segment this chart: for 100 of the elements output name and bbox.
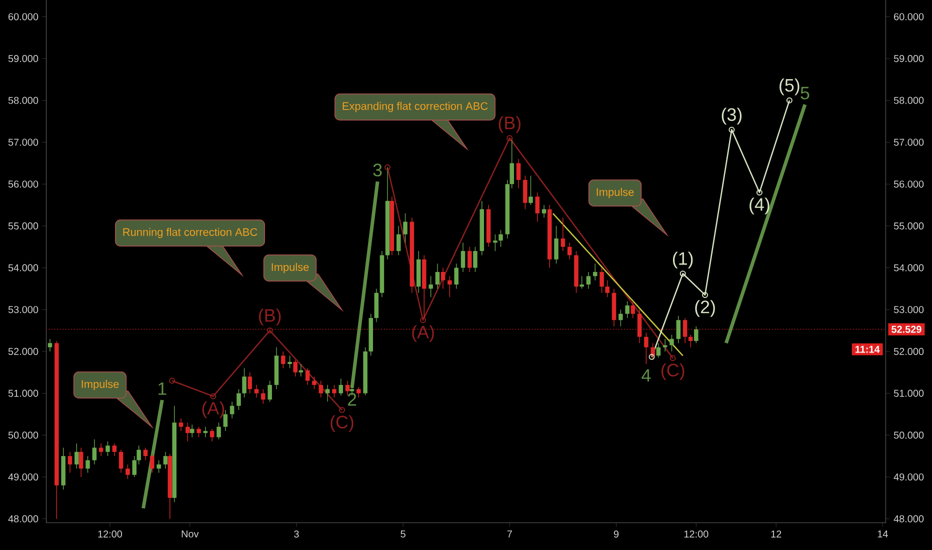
y2-tick-label: 53.000 [894,306,924,314]
y-tick-label: 57.000 [8,138,38,146]
y2-tick-label: 60.000 [894,13,924,20]
y-tick-label: 51.000 [8,390,38,397]
candlestick [554,226,558,264]
candlestick [78,447,84,478]
candlestick [236,388,241,410]
annotation: (C) [662,363,684,380]
y2-tick-label: 59.000 [894,55,924,62]
annotation: (2) [695,300,715,317]
candlestick [281,351,286,369]
candlestick [98,443,104,456]
y-tick-label: 55.000 [8,222,38,230]
y2-tick-label: 55.000 [894,222,924,230]
candlestick [248,372,252,394]
annotation: Impulse [272,262,309,274]
candlestick [493,234,498,252]
annotation: Impulse [82,380,119,390]
candlestick [516,158,521,189]
candlestick [435,263,440,290]
candlestick [261,388,266,404]
x-tick-label: 3 [294,530,299,538]
candlestick [694,326,698,344]
x-tick-label: 12:00 [98,530,122,538]
y-tick-label: 52.000 [8,348,38,355]
candlestick [454,263,458,290]
annotation: 1 [158,382,166,395]
candlestick [630,300,636,318]
candlestick [600,267,604,294]
annotation: 3 [373,164,382,176]
candlestick [473,246,478,272]
candlestick [118,449,124,474]
candlestick [48,338,52,352]
candlestick [580,276,584,290]
candlestick [356,386,361,398]
candlestick [318,380,324,398]
ref-line-label: 52.529 [892,326,922,333]
candlestick [106,441,110,456]
candlestick [143,447,148,461]
annotation: (1) [672,252,693,268]
candlestick [86,456,90,474]
candlestick [662,338,668,352]
candlestick [523,175,528,210]
x-tick-label: 5 [400,530,406,538]
y-tick-label: 58.000 [8,96,38,104]
candlestick [268,380,272,402]
x-tick-label: 7 [507,530,512,538]
annotation: 2 [348,393,356,406]
candlestick [560,217,566,252]
candlestick [186,422,190,442]
y-tick-label: 48.000 [8,515,38,522]
annotation: Running flat correction ABC [123,228,258,238]
y-tick-label: 53.000 [8,306,38,314]
x-tick-label: 12:00 [684,530,708,538]
y-tick-label: 54.000 [8,264,38,272]
y2-tick-label: 49.000 [894,473,924,480]
candlestick [136,445,141,465]
candlestick [210,428,214,442]
candlestick [68,452,72,474]
candlestick [92,438,97,465]
x-tick-label: 9 [614,530,619,538]
y2-tick-label: 56.000 [894,180,924,188]
candlestick [325,384,330,402]
candlestick [567,242,572,260]
candlestick [605,280,610,298]
y2-tick-label: 52.000 [894,348,924,355]
y2-tick-label: 51.000 [894,390,924,397]
x-tick-label: Nov [182,530,199,538]
annotation: (C) [330,415,354,432]
x-tick-label: 14 [878,530,888,538]
y-tick-label: 50.000 [8,432,38,439]
annotation: (B) [498,116,520,133]
candlestick [542,204,546,218]
candlestick [305,368,310,386]
candlestick [230,401,234,419]
candlestick [593,263,598,281]
candlestick [293,359,298,377]
annotation: (3) [722,108,742,125]
y2-tick-label: 54.000 [894,264,924,272]
candlestick [460,242,466,272]
candlestick [150,454,154,474]
annotation: 5 [800,86,810,100]
candlestick [656,342,661,358]
candlestick [498,230,503,248]
y2-tick-label: 50.000 [894,432,924,439]
y2-tick-label: 58.000 [894,96,924,104]
annotation: 11:14 [856,346,880,353]
candlestick [586,272,591,290]
y-tick-label: 60.000 [8,13,38,20]
annotation: (A) [202,401,224,418]
annotation: Impulse [596,188,634,198]
candlestick [178,418,184,432]
x-tick-label: 12 [771,530,782,538]
y-tick-label: 59.000 [8,55,38,62]
candlestick [254,384,259,398]
y2-tick-label: 57.000 [894,138,924,146]
candlestick [644,332,648,364]
annotation: (B) [258,308,281,326]
annotation: (4) [750,198,770,214]
candlestick [448,276,452,298]
